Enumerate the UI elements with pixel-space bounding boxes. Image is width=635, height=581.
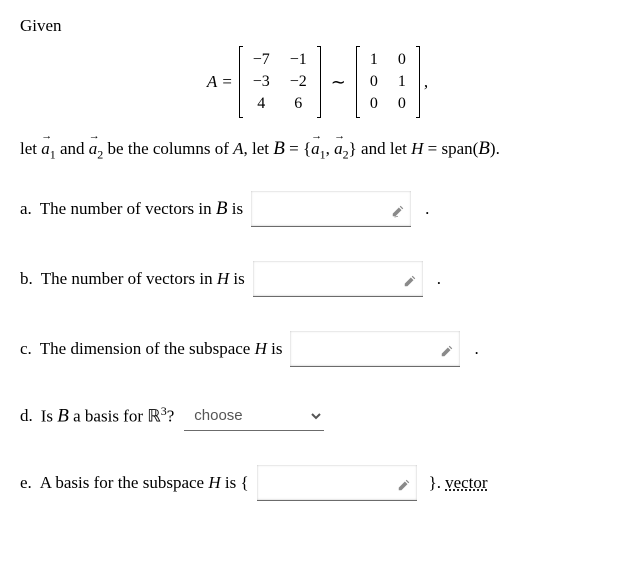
cell: 0 [388, 49, 416, 71]
cell: −3 [243, 71, 280, 93]
vector-help-link[interactable]: vector [445, 473, 487, 493]
answer-input-e[interactable] [257, 465, 417, 501]
intro-text: let a1 and a2 be the columns of A, let B… [20, 136, 615, 163]
text: is [229, 269, 245, 288]
question-a: a. The number of vectors in B is . [20, 191, 615, 227]
cell: −2 [280, 71, 317, 93]
pencil-icon[interactable] [397, 477, 411, 491]
text: The number of vectors in [40, 199, 216, 218]
question-letter: c. [20, 339, 32, 359]
script-B: B [478, 138, 490, 159]
close-brace: }. [429, 473, 441, 493]
answer-input-a[interactable] [251, 191, 411, 227]
matrix-A: −7−1 −3−2 46 [243, 49, 317, 115]
matrix-equation: A = −7−1 −3−2 46 ∼ 10 01 00 , [20, 46, 615, 118]
H: H [208, 473, 220, 492]
H: H [255, 339, 267, 358]
H: H [217, 269, 229, 288]
question-letter: d. [20, 406, 33, 426]
vector-a1: a [311, 139, 320, 158]
question-text: The dimension of the subspace H is [40, 339, 283, 359]
text: The number of vectors in [41, 269, 217, 288]
period: . [437, 269, 441, 289]
A: A [233, 139, 243, 158]
question-text: The number of vectors in H is [41, 269, 245, 289]
script-B: B [216, 198, 228, 219]
cell: 0 [360, 71, 388, 93]
question-letter: a. [20, 199, 32, 219]
bracket-right [416, 46, 420, 118]
text: , [326, 139, 335, 158]
cell: −7 [243, 49, 280, 71]
text: and [56, 139, 89, 158]
script-B: B [57, 406, 69, 427]
pencil-icon[interactable] [391, 203, 405, 217]
answer-select-d[interactable]: choose [184, 401, 324, 431]
question-text: Is B a basis for ℝ3? [41, 404, 175, 428]
text: is [228, 199, 244, 218]
vector-a1: a [41, 139, 50, 158]
question-e: e. A basis for the subspace H is { }. ve… [20, 465, 615, 501]
H: H [411, 139, 423, 158]
cell: 6 [280, 93, 317, 115]
text: } and let [349, 139, 411, 158]
question-letter: e. [20, 473, 32, 493]
period: . [425, 199, 429, 219]
text: ). [490, 139, 500, 158]
period: . [474, 339, 478, 359]
qmark: ? [167, 407, 175, 426]
text: is { [221, 473, 249, 492]
text: is [267, 339, 283, 358]
given-label: Given [20, 16, 615, 36]
text: be the columns of [103, 139, 233, 158]
trailing-comma: , [424, 72, 428, 92]
text: a basis for [69, 407, 147, 426]
vector-a2: a [334, 139, 343, 158]
matrix-A-label: A = [207, 72, 233, 92]
text: let [20, 139, 41, 158]
question-b: b. The number of vectors in H is . [20, 261, 615, 297]
cell: 0 [360, 93, 388, 115]
cell: −1 [280, 49, 317, 71]
text: A basis for the subspace [40, 473, 209, 492]
cell: 1 [360, 49, 388, 71]
text: The dimension of the subspace [40, 339, 255, 358]
tilde: ∼ [331, 72, 346, 93]
cell: 1 [388, 71, 416, 93]
question-text: A basis for the subspace H is { [40, 473, 249, 493]
cell: 0 [388, 93, 416, 115]
text: = span( [423, 139, 478, 158]
pencil-icon[interactable] [403, 273, 417, 287]
answer-input-b[interactable] [253, 261, 423, 297]
cell: 4 [243, 93, 280, 115]
question-d: d. Is B a basis for ℝ3? choose [20, 401, 615, 431]
script-B: B [273, 138, 285, 159]
question-c: c. The dimension of the subspace H is . [20, 331, 615, 367]
matrix-rref: 10 01 00 [360, 49, 416, 115]
answer-input-c[interactable] [290, 331, 460, 367]
vector-a2: a [89, 139, 98, 158]
real-numbers: ℝ [147, 407, 160, 426]
text: , let [244, 139, 274, 158]
question-text: The number of vectors in B is [40, 198, 243, 220]
pencil-icon[interactable] [440, 343, 454, 357]
bracket-right [317, 46, 321, 118]
text: Is [41, 407, 58, 426]
text: = { [285, 139, 311, 158]
question-letter: b. [20, 269, 33, 289]
